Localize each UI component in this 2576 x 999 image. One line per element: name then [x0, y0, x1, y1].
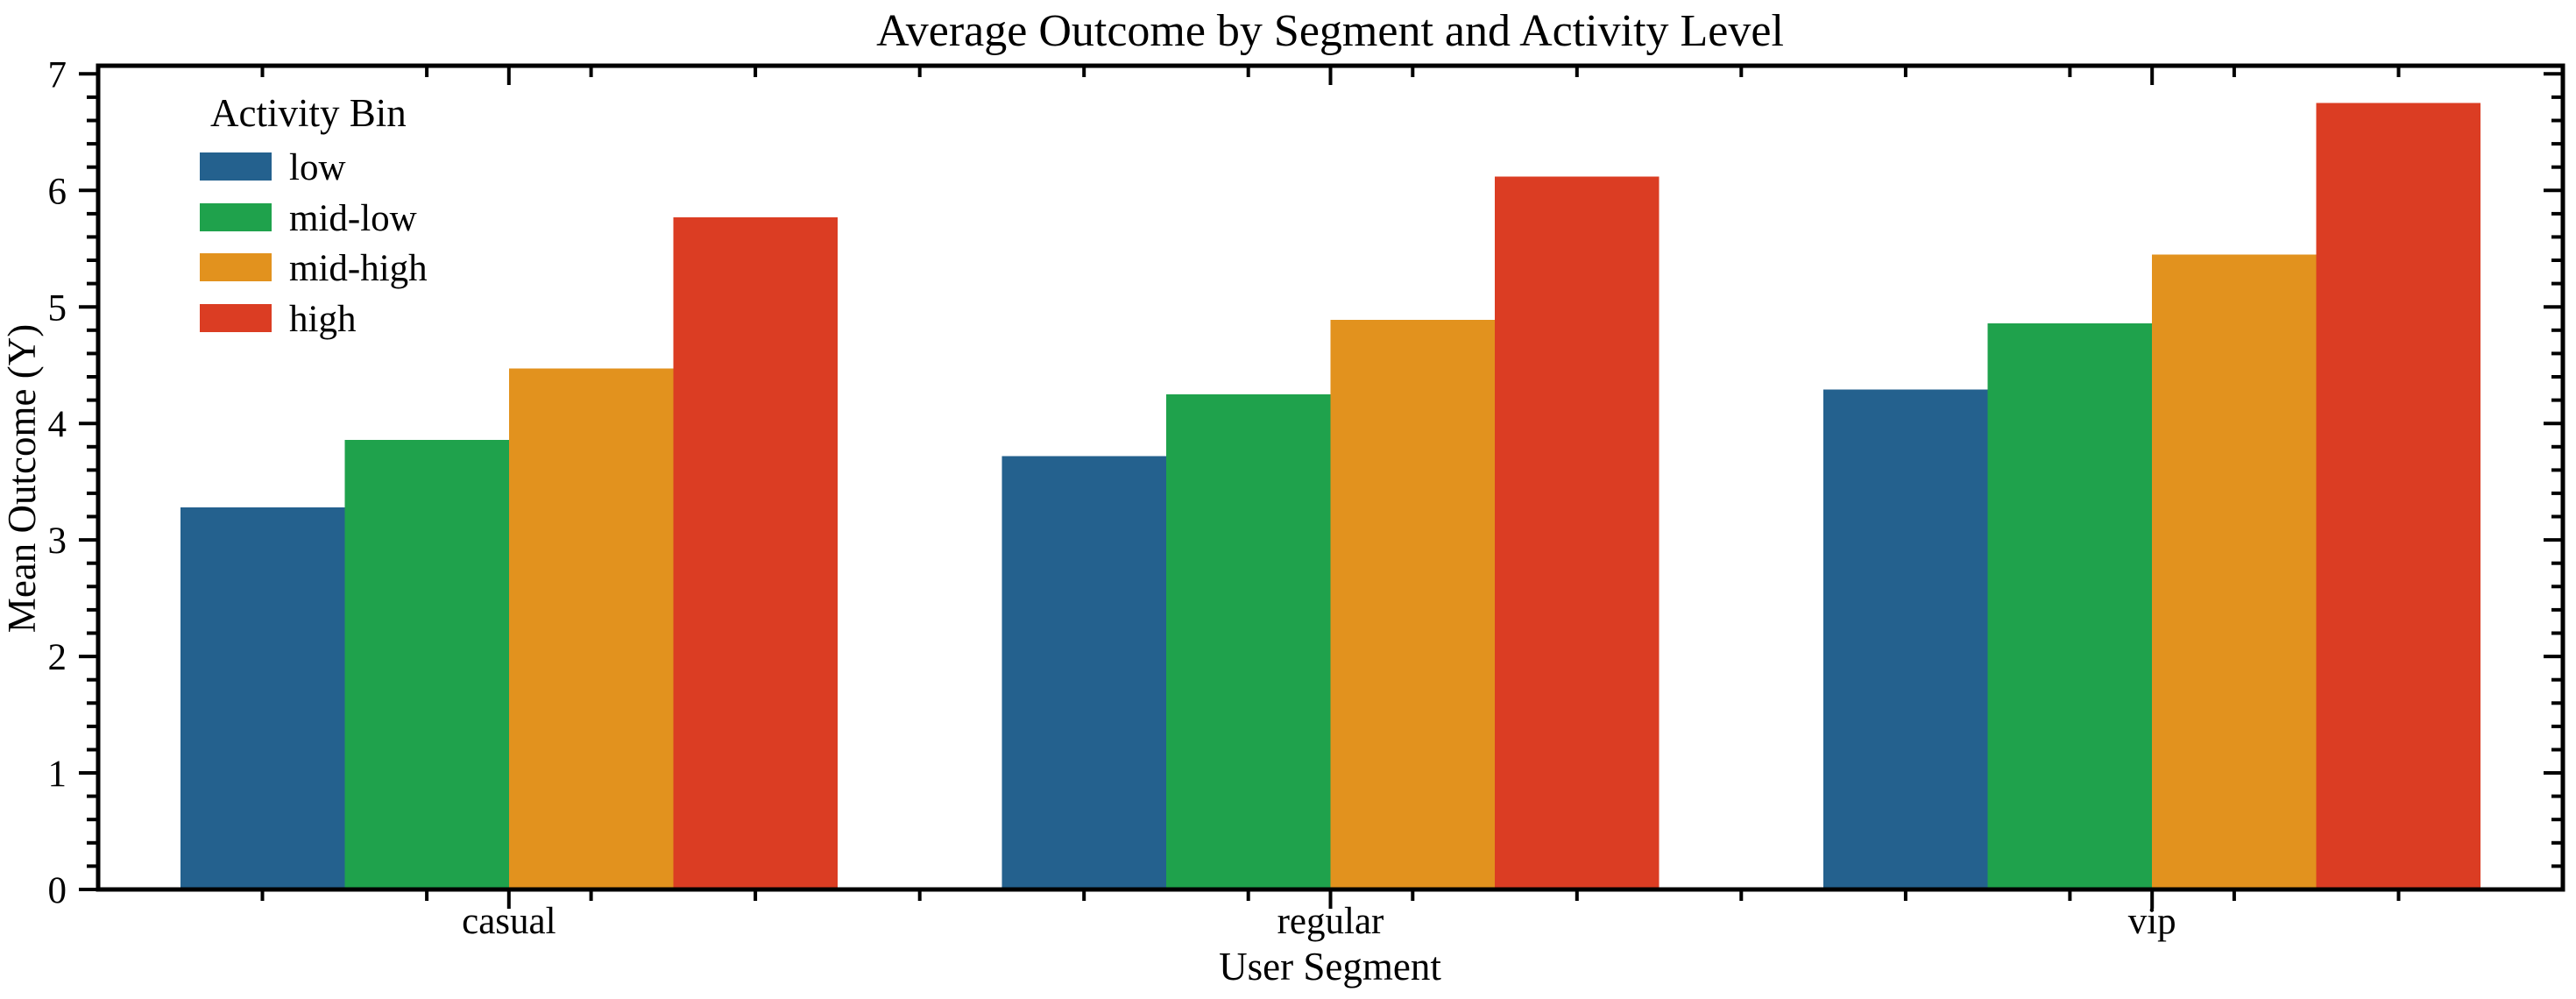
- bar-regular-high: [1495, 176, 1660, 890]
- x-tick-label: casual: [462, 901, 556, 942]
- y-tick-label: 7: [48, 54, 67, 96]
- legend-label-mid-high: mid-high: [289, 248, 428, 289]
- y-axis-label: Mean Outcome (Y): [0, 324, 44, 633]
- legend-swatch-mid-high: [200, 253, 272, 281]
- bar-regular-mid-low: [1166, 393, 1331, 889]
- y-tick-label: 3: [48, 521, 67, 562]
- axes: [79, 63, 2565, 909]
- bar-vip-mid-high: [2152, 254, 2317, 889]
- legend-label-high: high: [289, 299, 356, 340]
- x-axis-label: User Segment: [1219, 945, 1441, 988]
- bar-casual-low: [180, 507, 345, 889]
- legend-title: Activity Bin: [210, 91, 407, 135]
- legend-label-low: low: [289, 147, 346, 188]
- legend-swatch-high: [200, 304, 272, 332]
- x-tick-label: vip: [2128, 901, 2176, 942]
- bar-casual-high: [673, 216, 838, 890]
- bar-casual-mid-low: [344, 439, 509, 889]
- y-tick-label: 5: [48, 287, 67, 329]
- y-tick-label: 4: [48, 404, 67, 445]
- bar-regular-low: [1001, 456, 1166, 889]
- bars: [180, 103, 2481, 890]
- bar-regular-mid-high: [1330, 319, 1495, 889]
- bar-vip-low: [1823, 389, 1988, 890]
- y-tick-label: 2: [48, 637, 67, 678]
- tick-labels: 0 1 2 3 4 5 6 7 casual regular vip: [48, 54, 2176, 942]
- x-tick-label: regular: [1277, 901, 1384, 942]
- legend-label-mid-low: mid-low: [289, 198, 417, 239]
- legend-swatch-low: [200, 152, 272, 181]
- bar-casual-mid-high: [508, 368, 674, 889]
- bar-vip-mid-low: [1987, 322, 2153, 889]
- legend-swatch-mid-low: [200, 203, 272, 231]
- y-tick-label: 1: [48, 754, 67, 795]
- y-tick-label: 6: [48, 171, 67, 212]
- chart-title: Average Outcome by Segment and Activity …: [876, 6, 1784, 56]
- legend: Activity Bin low mid-low mid-high high: [200, 91, 428, 340]
- y-tick-label: 0: [48, 870, 67, 911]
- bar-vip-high: [2316, 103, 2481, 889]
